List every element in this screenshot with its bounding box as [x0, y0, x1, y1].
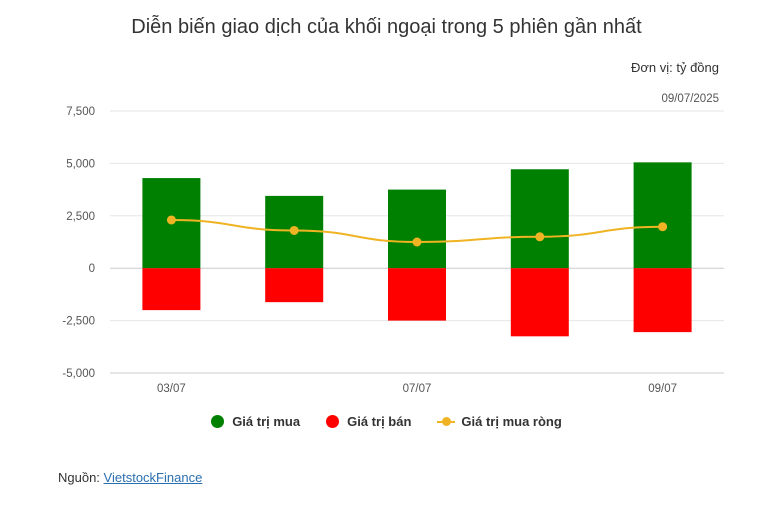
y-tick-label: 5,000: [66, 158, 95, 170]
net-point: [166, 215, 176, 225]
bar-buy: [510, 169, 569, 269]
source-note: Nguồn: VietstockFinance: [58, 470, 202, 485]
bar-buy: [388, 189, 446, 269]
legend-item-sell[interactable]: Giá trị bán: [326, 414, 411, 429]
legend-label-buy: Giá trị mua: [232, 414, 301, 429]
net-point: [535, 232, 545, 242]
x-tick-label: 09/07: [648, 383, 677, 395]
legend-marker-sell: [326, 415, 340, 428]
y-tick-label: 2,500: [66, 211, 95, 223]
date-label: 09/07/2025: [661, 93, 719, 105]
legend-item-buy[interactable]: Giá trị mua: [211, 414, 300, 429]
legend-marker-buy: [211, 415, 225, 428]
legend-label-net: Giá trị mua ròng: [461, 414, 562, 429]
y-tick-label: -5,000: [62, 368, 95, 380]
y-tick-label: -2,500: [62, 316, 95, 328]
y-tick-label: 0: [89, 263, 95, 275]
net-point: [658, 222, 668, 232]
source-link[interactable]: VietstockFinance: [103, 470, 203, 485]
legend-label-sell: Giá trị bán: [347, 414, 412, 429]
legend-marker-net: [437, 415, 456, 428]
net-point: [289, 225, 299, 235]
x-tick-label: 07/07: [403, 383, 432, 395]
y-tick-label: 7,500: [66, 106, 95, 118]
bar-sell: [510, 268, 569, 337]
net-point: [412, 237, 422, 247]
bar-buy: [633, 162, 692, 269]
x-tick-label: 03/07: [157, 383, 186, 395]
bar-sell: [265, 268, 324, 303]
source-prefix: Nguồn:: [58, 470, 104, 485]
legend-item-net[interactable]: Giá trị mua ròng: [437, 414, 562, 429]
bar-sell: [388, 268, 446, 321]
bar-sell: [142, 268, 201, 311]
bar-sell: [633, 268, 692, 333]
chart-legend: Giá trị mua Giá trị bán Giá trị mua ròng: [0, 414, 773, 429]
chart-plot: 7,500 5,000 2,500 0 -2,500 -5,000 03/07 07/07 09…: [62, 106, 724, 395]
unit-label: Đơn vị: tỷ đồng: [630, 60, 719, 75]
chart-title: Diễn biến giao dịch của khối ngoại trong…: [131, 16, 642, 38]
